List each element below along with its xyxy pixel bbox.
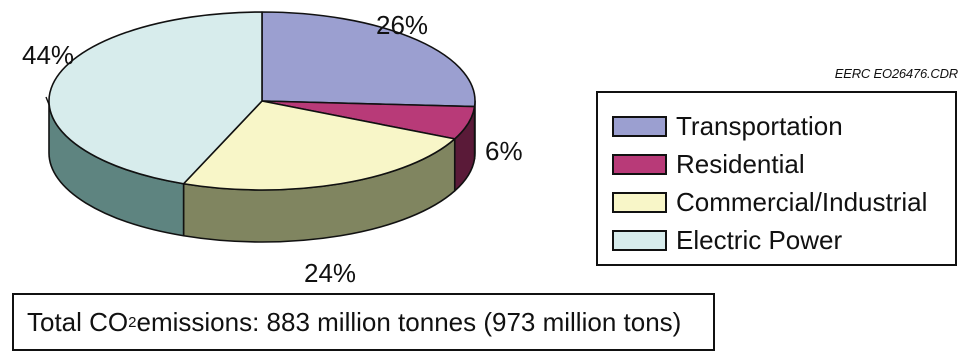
pct-label-electric-power: 44% [22, 40, 75, 70]
pie-chart [45, 11, 476, 243]
legend-item-residential: Residential [612, 146, 805, 182]
pie-slice-commercial-industrial [182, 100, 456, 191]
legend-swatch-commercial-industrial [612, 191, 667, 213]
legend-label-electric-power: Electric Power [676, 225, 843, 255]
pie-tops [48, 11, 476, 191]
pct-label-transportation: 26% [376, 10, 429, 40]
legend-label-residential: Residential [676, 149, 805, 179]
pct-label-commercial-industrial: 24% [304, 258, 357, 288]
legend-item-electric-power: Electric Power [612, 222, 842, 258]
pct-label-residential: 6% [485, 136, 523, 166]
legend-item-transportation: Transportation [612, 108, 843, 144]
pie-slice-electric-power [48, 11, 263, 185]
total-suffix: emissions: 883 million tonnes (973 milli… [136, 306, 682, 337]
credit-label: EERC EO26476.CDR [834, 66, 958, 81]
legend-label-commercial-industrial: Commercial/Industrial [676, 187, 928, 217]
total-emissions-box: Total CO 2 emissions: 883 million tonnes … [12, 293, 715, 351]
legend-swatch-transportation [612, 115, 667, 137]
total-subscript: 2 [128, 313, 137, 331]
legend-swatch-electric-power [612, 229, 667, 251]
pie-slice-transportation [261, 11, 476, 108]
legend-label-transportation: Transportation [676, 111, 843, 141]
legend-item-commercial-industrial: Commercial/Industrial [612, 184, 927, 220]
total-prefix: Total CO [27, 306, 129, 337]
legend-swatch-residential [612, 153, 667, 175]
legend: Transportation Residential Commercial/In… [596, 91, 957, 266]
